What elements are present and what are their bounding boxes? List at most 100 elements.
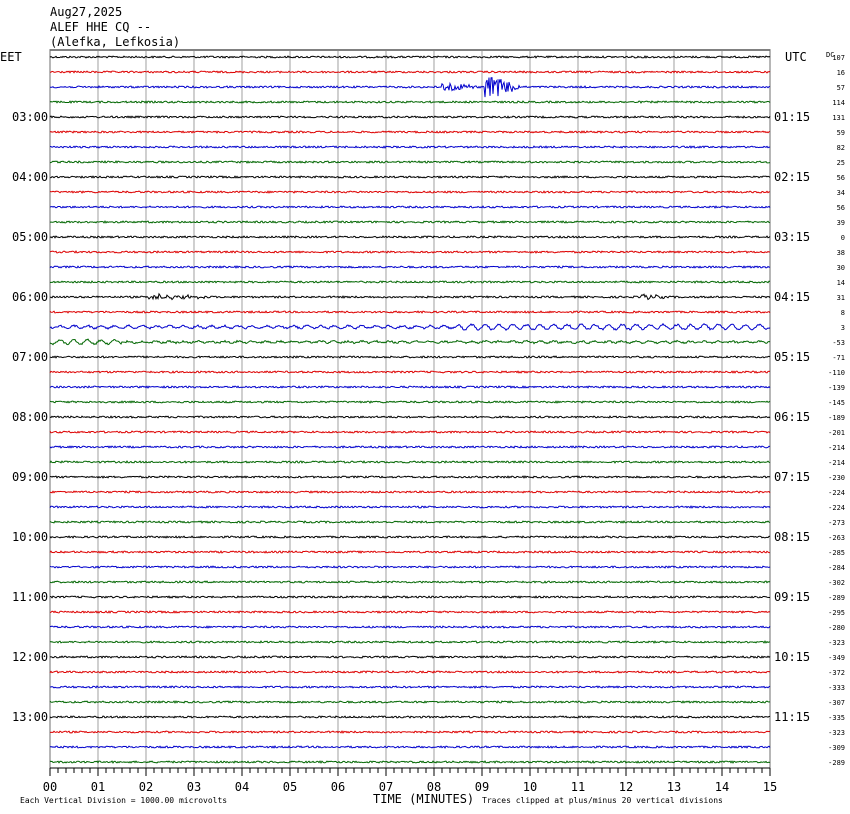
dc-offset-label: -289 — [828, 594, 845, 602]
x-tick-label: 05 — [283, 780, 297, 794]
seismic-trace — [49, 550, 770, 554]
dc-offset-label: 59 — [837, 129, 845, 137]
left-hour-label: 07:00 — [12, 350, 48, 364]
seismic-trace — [49, 160, 771, 164]
location-title: (Alefka, Lefkosia) — [50, 35, 180, 49]
dc-offset-label: 31 — [837, 294, 845, 302]
x-tick-label: 00 — [43, 780, 57, 794]
seismic-trace — [49, 322, 771, 332]
x-tick-label: 11 — [571, 780, 585, 794]
x-tick-label: 01 — [91, 780, 105, 794]
seismic-trace — [49, 220, 771, 224]
seismic-trace — [49, 430, 771, 434]
plot-frame — [49, 49, 771, 769]
dc-offset-label: 30 — [837, 264, 845, 272]
seismic-trace — [49, 640, 771, 644]
dc-offset-label: -323 — [828, 639, 845, 647]
left-hour-label: 09:00 — [12, 470, 48, 484]
seismic-trace — [49, 700, 771, 704]
seismic-trace — [49, 55, 771, 59]
dc-offset-label: -224 — [828, 489, 845, 497]
dc-offset-label: -214 — [828, 444, 845, 452]
x-tick-label: 03 — [187, 780, 201, 794]
dc-offset-label: -284 — [828, 564, 845, 572]
right-hour-label: 08:15 — [774, 530, 810, 544]
seismic-trace — [49, 475, 771, 479]
seismic-trace — [49, 595, 770, 599]
dc-label: DC — [826, 51, 834, 59]
dc-offset-label: 0 — [841, 234, 845, 242]
dc-offset-label: -214 — [828, 459, 845, 467]
left-hour-label: 08:00 — [12, 410, 48, 424]
right-timezone-label: UTC — [785, 50, 807, 64]
dc-offset-label: 56 — [837, 174, 845, 182]
x-tick-label: 08 — [427, 780, 441, 794]
x-tick-label: 02 — [139, 780, 153, 794]
right-hour-label: 06:15 — [774, 410, 810, 424]
seismic-trace — [49, 338, 771, 346]
seismic-trace — [49, 280, 771, 284]
left-hour-label: 06:00 — [12, 290, 48, 304]
seismic-trace — [49, 730, 771, 734]
time-axis: 00 01 02 03 04 05 06 07 08 09 10 11 12 13 14 15 — [43, 767, 777, 794]
seismic-trace — [49, 205, 771, 209]
left-timezone-label: EET — [0, 50, 22, 64]
seismic-trace — [49, 580, 771, 584]
dc-offset-label: 14 — [837, 279, 845, 287]
x-tick-label: 12 — [619, 780, 633, 794]
seismic-trace — [49, 655, 771, 659]
dc-offset-label: -224 — [828, 504, 845, 512]
seismic-trace — [49, 100, 771, 104]
seismic-trace — [49, 250, 771, 254]
seismic-trace — [49, 175, 771, 179]
left-hour-label: 04:00 — [12, 170, 48, 184]
seismic-trace — [49, 400, 771, 404]
dc-offset-label: -110 — [828, 369, 845, 377]
x-tick-label: 15 — [763, 780, 777, 794]
seismic-trace — [49, 460, 771, 464]
x-tick-label: 09 — [475, 780, 489, 794]
dc-offset-label: 57 — [837, 84, 845, 92]
scale-note: Each Vertical Division = 1000.00 microvo… — [20, 796, 227, 805]
dc-offset-label: 8 — [841, 309, 845, 317]
x-tick-label: 07 — [379, 780, 393, 794]
seismic-trace — [49, 385, 771, 389]
seismic-trace — [49, 115, 771, 119]
dc-offset-label: -333 — [828, 684, 845, 692]
seismic-trace — [49, 190, 770, 194]
x-tick-label: 06 — [331, 780, 345, 794]
dc-offset-label: 107 — [832, 54, 845, 62]
seismic-trace — [49, 670, 771, 674]
seismic-trace — [49, 715, 771, 719]
seismic-trace — [49, 145, 771, 149]
seismic-trace — [49, 625, 771, 629]
dc-offset-label: -372 — [828, 669, 845, 677]
dc-offset-label: -289 — [828, 759, 845, 767]
left-hour-label: 11:00 — [12, 590, 48, 604]
dc-offset-label: 82 — [837, 144, 845, 152]
right-hour-label: 05:15 — [774, 350, 810, 364]
x-axis-label: TIME (MINUTES) — [373, 792, 474, 806]
seismic-trace — [49, 130, 771, 134]
dc-offset-label: -263 — [828, 534, 845, 542]
dc-offset-label: -285 — [828, 549, 845, 557]
seismic-trace — [49, 505, 771, 509]
dc-offset-label: 39 — [837, 219, 845, 227]
trace-group — [49, 55, 771, 764]
dc-offset-label: 56 — [837, 204, 845, 212]
minute-grid — [49, 49, 771, 769]
x-tick-label: 14 — [715, 780, 729, 794]
dc-offset-label: -307 — [828, 699, 845, 707]
seismic-trace — [49, 565, 771, 569]
x-tick-label: 13 — [667, 780, 681, 794]
right-hour-label: 04:15 — [774, 290, 810, 304]
seismic-trace — [49, 535, 771, 539]
dc-offset-label: 25 — [837, 159, 845, 167]
right-hour-label: 01:15 — [774, 110, 810, 124]
right-hour-label: 03:15 — [774, 230, 810, 244]
seismic-trace — [50, 77, 771, 98]
dc-offset-label: 38 — [837, 249, 845, 257]
right-hour-label: 11:15 — [774, 710, 810, 724]
dc-offset-label: -349 — [828, 654, 845, 662]
